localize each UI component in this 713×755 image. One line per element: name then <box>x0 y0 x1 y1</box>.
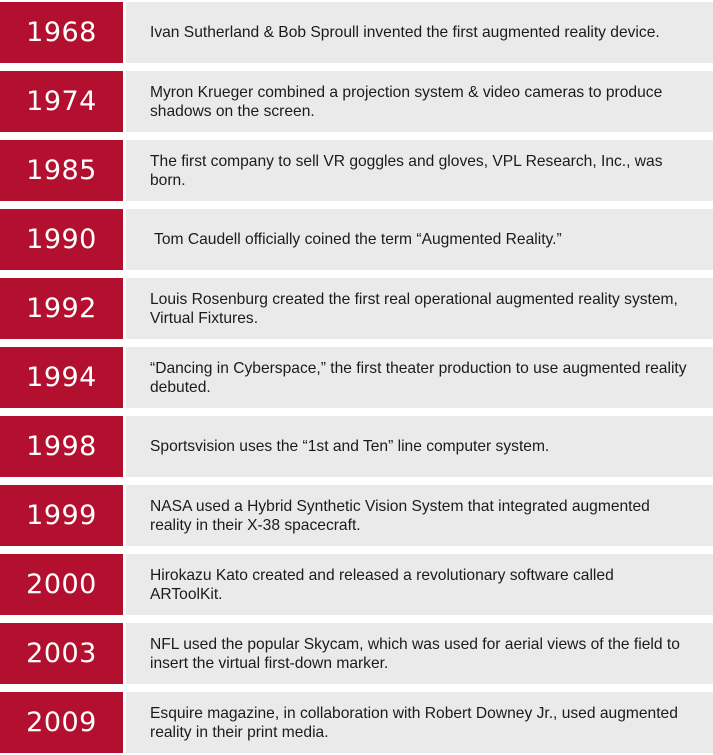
timeline-year: 1998 <box>0 416 123 477</box>
timeline-year: 1985 <box>0 140 123 201</box>
timeline-description: NASA used a Hybrid Synthetic Vision Syst… <box>150 497 650 534</box>
timeline-row: 1985 The first company to sell VR goggle… <box>0 140 713 201</box>
row-divider <box>123 278 126 339</box>
timeline-year: 2009 <box>0 692 123 753</box>
timeline-year: 1990 <box>0 209 123 270</box>
timeline-description: Louis Rosenburg created the first real o… <box>150 290 678 327</box>
timeline-year: 1994 <box>0 347 123 408</box>
timeline-row: 1974 Myron Krueger combined a projection… <box>0 71 713 132</box>
timeline-row: 1968 Ivan Sutherland & Bob Sproull inven… <box>0 2 713 63</box>
timeline-year: 2003 <box>0 623 123 684</box>
row-divider <box>123 692 126 753</box>
row-divider <box>123 347 126 408</box>
row-divider <box>123 71 126 132</box>
timeline-description: The first company to sell VR goggles and… <box>150 152 663 189</box>
row-divider <box>123 2 126 63</box>
row-divider <box>123 140 126 201</box>
timeline-description: Sportsvision uses the “1st and Ten” line… <box>150 438 550 455</box>
timeline-year: 1992 <box>0 278 123 339</box>
timeline-description: Esquire magazine, in collaboration with … <box>150 704 678 741</box>
timeline-description: Hirokazu Kato created and released a rev… <box>150 566 614 603</box>
timeline-row: 1992 Louis Rosenburg created the first r… <box>0 278 713 339</box>
timeline-description-cell: Ivan Sutherland & Bob Sproull invented t… <box>126 2 713 63</box>
timeline-description-cell: Sportsvision uses the “1st and Ten” line… <box>126 416 713 477</box>
timeline-year: 1968 <box>0 2 123 63</box>
timeline-year: 1999 <box>0 485 123 546</box>
timeline-description: NFL used the popular Skycam, which was u… <box>150 635 680 672</box>
row-divider <box>123 209 126 270</box>
timeline-row: 1999 NASA used a Hybrid Synthetic Vision… <box>0 485 713 546</box>
timeline-row: 2003 NFL used the popular Skycam, which … <box>0 623 713 684</box>
timeline-row: 1994 “Dancing in Cyberspace,” the first … <box>0 347 713 408</box>
timeline-row: 2009 Esquire magazine, in collaboration … <box>0 692 713 753</box>
row-divider <box>123 416 126 477</box>
timeline-description-cell: NFL used the popular Skycam, which was u… <box>126 623 713 684</box>
timeline-description-cell: Hirokazu Kato created and released a rev… <box>126 554 713 615</box>
timeline-description-cell: “Dancing in Cyberspace,” the first theat… <box>126 347 713 408</box>
timeline-row: 2000 Hirokazu Kato created and released … <box>0 554 713 615</box>
timeline-description-cell: Tom Caudell officially coined the term “… <box>126 209 713 270</box>
timeline-description: Tom Caudell officially coined the term “… <box>150 231 562 248</box>
timeline-description-cell: Louis Rosenburg created the first real o… <box>126 278 713 339</box>
timeline-row: 1990 Tom Caudell officially coined the t… <box>0 209 713 270</box>
timeline-description-cell: NASA used a Hybrid Synthetic Vision Syst… <box>126 485 713 546</box>
timeline-description: Myron Krueger combined a projection syst… <box>150 83 663 120</box>
timeline-description-cell: Esquire magazine, in collaboration with … <box>126 692 713 753</box>
timeline-year: 1974 <box>0 71 123 132</box>
timeline-description: “Dancing in Cyberspace,” the first theat… <box>150 359 687 396</box>
timeline-description: Ivan Sutherland & Bob Sproull invented t… <box>150 24 660 41</box>
row-divider <box>123 554 126 615</box>
timeline-row: 1998 Sportsvision uses the “1st and Ten”… <box>0 416 713 477</box>
timeline-description-cell: Myron Krueger combined a projection syst… <box>126 71 713 132</box>
row-divider <box>123 485 126 546</box>
row-divider <box>123 623 126 684</box>
timeline-description-cell: The first company to sell VR goggles and… <box>126 140 713 201</box>
timeline-year: 2000 <box>0 554 123 615</box>
